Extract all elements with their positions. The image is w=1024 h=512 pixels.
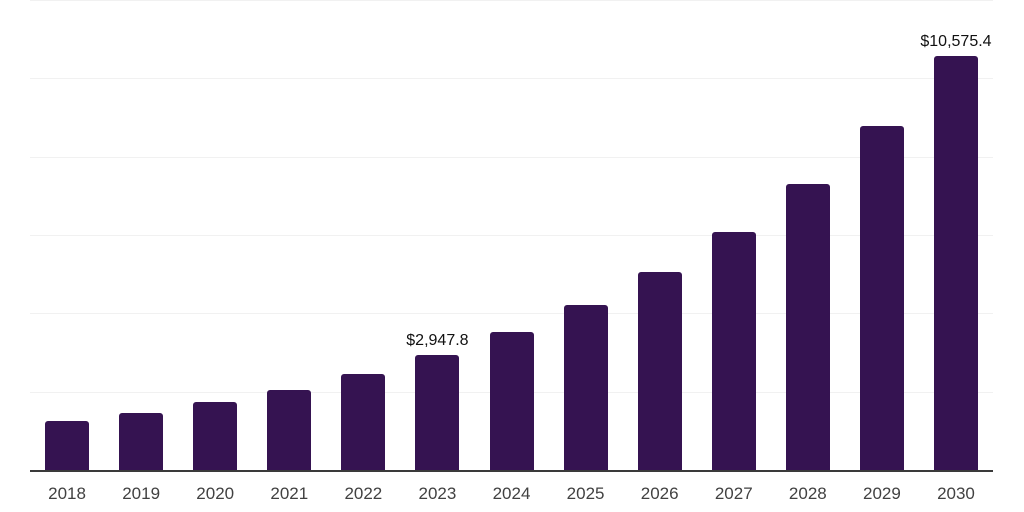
gridline-6000 xyxy=(30,235,993,236)
bar-2028 xyxy=(785,184,830,470)
x-tick-2018: 2018 xyxy=(48,484,86,503)
bar-2024 xyxy=(489,331,534,470)
bar-2025 xyxy=(563,304,608,470)
x-tick-2019: 2019 xyxy=(122,484,161,503)
bar-2022 xyxy=(341,374,386,470)
gridline-8000 xyxy=(30,156,993,158)
bar-2023 xyxy=(415,354,460,470)
x-tick-2021: 2021 xyxy=(270,484,309,503)
x-axis-labels: 2018 2019 2020 2021 2022 2023 2024 2025 2026 2027… xyxy=(30,472,993,502)
bars-row: $2,947.8 $10,575.4 xyxy=(30,0,993,470)
bar-slot-2020 xyxy=(178,0,252,470)
gridline-4000 xyxy=(30,313,993,315)
x-tick-2023: 2023 xyxy=(418,484,457,503)
x-tick-2024: 2024 xyxy=(492,484,531,503)
bar-2029 xyxy=(859,125,904,470)
bar-slot-2029 xyxy=(845,0,919,470)
bar-2026 xyxy=(637,272,682,470)
x-tick-2020: 2020 xyxy=(196,484,235,503)
value-label-2023: $2,947.8 xyxy=(406,331,469,349)
bar-slot-2026 xyxy=(623,0,697,470)
bar-slot-2023: $2,947.8 xyxy=(400,0,474,470)
bar-slot-2030: $10,575.4 xyxy=(919,0,993,470)
bar-slot-2019 xyxy=(104,0,178,470)
bar-slot-2028 xyxy=(771,0,845,470)
bar-slot-2022 xyxy=(326,0,400,470)
bar-2019 xyxy=(119,412,164,470)
x-tick-2028: 2028 xyxy=(788,484,827,503)
bar-slot-2021 xyxy=(252,0,326,470)
x-tick-2029: 2029 xyxy=(862,484,901,503)
x-tick-2022: 2022 xyxy=(344,484,383,503)
x-tick-2026: 2026 xyxy=(640,484,679,503)
bar-2020 xyxy=(193,402,238,470)
x-tick-2025: 2025 xyxy=(566,484,605,503)
bar-2027 xyxy=(711,232,756,470)
x-axis-line xyxy=(30,470,993,472)
x-tick-2030: 2030 xyxy=(937,484,975,503)
bar-slot-2027 xyxy=(697,0,771,470)
gridline-10000 xyxy=(30,78,993,80)
plot-area: $2,947.8 $10,575.4 xyxy=(30,0,993,472)
bar-slot-2024 xyxy=(474,0,548,470)
bar-2030 xyxy=(933,55,978,470)
x-tick-2027: 2027 xyxy=(714,484,753,503)
bar-slot-2018 xyxy=(30,0,104,470)
bar-2021 xyxy=(267,390,312,470)
value-label-2030: $10,575.4 xyxy=(920,32,992,50)
bar-slot-2025 xyxy=(549,0,623,470)
bar-2018 xyxy=(45,421,90,470)
gridline-12000 xyxy=(30,0,993,1)
